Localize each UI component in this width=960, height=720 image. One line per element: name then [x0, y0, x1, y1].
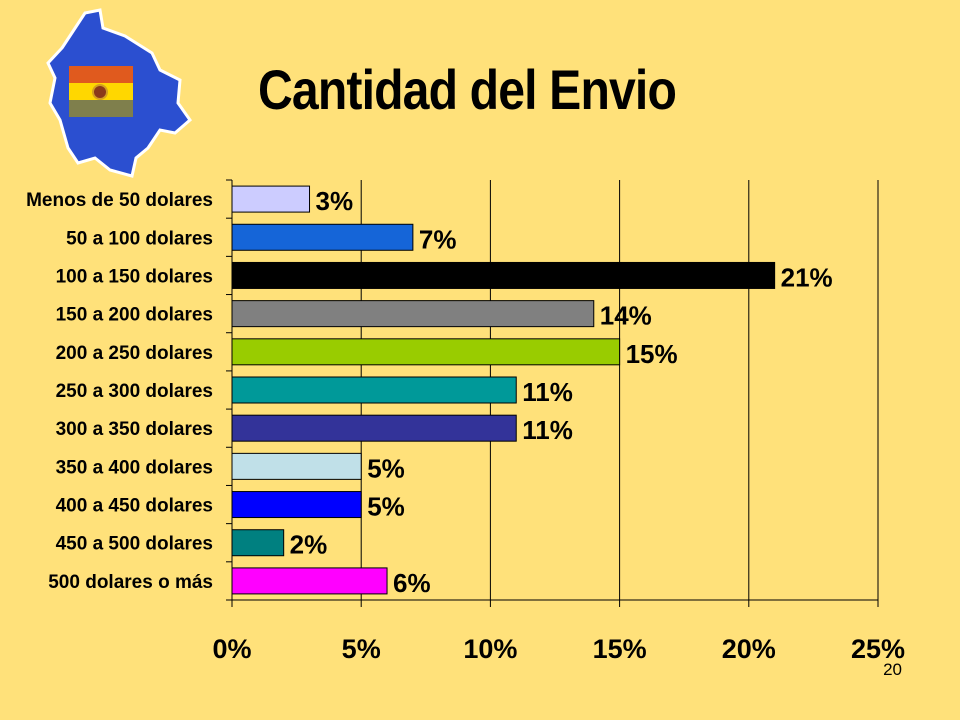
category-label: 200 a 250 dolares	[56, 343, 213, 364]
data-label: 11%	[522, 415, 573, 445]
bar	[231, 376, 517, 404]
x-tick-label: 25%	[851, 634, 905, 664]
data-label: 11%	[522, 377, 573, 407]
data-label: 2%	[290, 530, 328, 560]
bar	[231, 338, 621, 366]
category-label: Menos de 50 dolares	[26, 190, 213, 211]
bar	[231, 223, 414, 251]
bar	[231, 185, 311, 213]
bar	[231, 300, 595, 328]
bar	[231, 529, 285, 557]
category-label: 250 a 300 dolares	[56, 381, 213, 402]
x-tick-label: 0%	[212, 634, 251, 664]
category-label: 500 dolares o más	[48, 572, 213, 593]
bar	[231, 491, 362, 519]
x-tick-label: 20%	[722, 634, 776, 664]
data-label: 7%	[419, 224, 457, 254]
category-label: 50 a 100 dolares	[66, 228, 213, 249]
bar	[231, 452, 362, 480]
bolivia-map-icon	[46, 8, 193, 178]
bar	[231, 414, 517, 442]
flag-icon	[69, 66, 133, 117]
data-label: 5%	[367, 453, 405, 483]
page-title: Cantidad del Envio	[258, 58, 677, 121]
category-label: 150 a 200 dolares	[56, 305, 213, 326]
category-label: 400 a 450 dolares	[56, 496, 213, 517]
bar	[231, 261, 776, 289]
flag-stripe-green	[69, 100, 133, 117]
data-label: 3%	[316, 186, 354, 216]
x-tick-label: 10%	[463, 634, 517, 664]
x-tick-label: 5%	[342, 634, 381, 664]
data-label: 21%	[781, 262, 833, 292]
category-label: 350 a 400 dolares	[56, 457, 213, 478]
page-number: 20	[883, 660, 902, 679]
coat-of-arms-icon	[92, 84, 108, 100]
category-label: 100 a 150 dolares	[56, 266, 213, 287]
category-label: 300 a 350 dolares	[56, 419, 213, 440]
x-tick-label: 15%	[593, 634, 647, 664]
data-label: 6%	[393, 568, 431, 598]
data-label: 15%	[626, 339, 678, 369]
flag-stripe-red	[69, 66, 133, 83]
data-label: 14%	[600, 301, 652, 331]
category-label: 450 a 500 dolares	[56, 534, 213, 555]
bar	[231, 567, 388, 595]
data-label: 5%	[367, 492, 405, 522]
